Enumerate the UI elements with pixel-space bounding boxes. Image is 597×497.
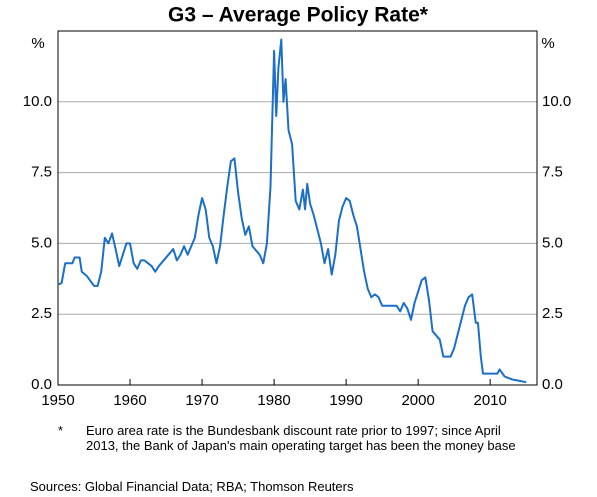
y-tick-label-left: 5.0 xyxy=(31,234,52,251)
x-tick-label: 2000 xyxy=(401,392,434,409)
chart: G3 – Average Policy Rate* % % 0.0 0.0 2.5 2… xyxy=(23,4,571,409)
y-tick-label-right: 2.5 xyxy=(542,305,563,322)
y-tick-label-left: 10.0 xyxy=(23,93,52,110)
sources: Sources: Global Financial Data; RBA; Tho… xyxy=(30,479,354,494)
y-tick-label-right: 10.0 xyxy=(542,93,571,110)
y-tick-label-left: 7.5 xyxy=(31,164,52,181)
y-unit-left: % xyxy=(31,35,44,52)
y-tick-label-left: 0.0 xyxy=(31,376,52,393)
x-tick-label: 1990 xyxy=(329,392,362,409)
plot-frame xyxy=(57,30,538,386)
y-tick-label-right: 0.0 xyxy=(542,376,563,393)
x-tick-label: 2010 xyxy=(473,392,506,409)
x-tick-label: 1970 xyxy=(185,392,218,409)
footnote: Euro area rate is the Bundesbank discoun… xyxy=(86,423,516,453)
y-tick-label-right: 7.5 xyxy=(542,164,563,181)
x-tick-label: 1950 xyxy=(41,392,74,409)
y-tick-label-right: 5.0 xyxy=(542,234,563,251)
y-tick-label-left: 2.5 xyxy=(31,305,52,322)
chart-title: G3 – Average Policy Rate* xyxy=(168,4,429,27)
x-tick-label: 1980 xyxy=(257,392,290,409)
footnote-marker: * xyxy=(58,423,64,438)
y-unit-right: % xyxy=(541,35,554,52)
line-series xyxy=(57,38,527,384)
x-tick-label: 1960 xyxy=(113,392,146,409)
